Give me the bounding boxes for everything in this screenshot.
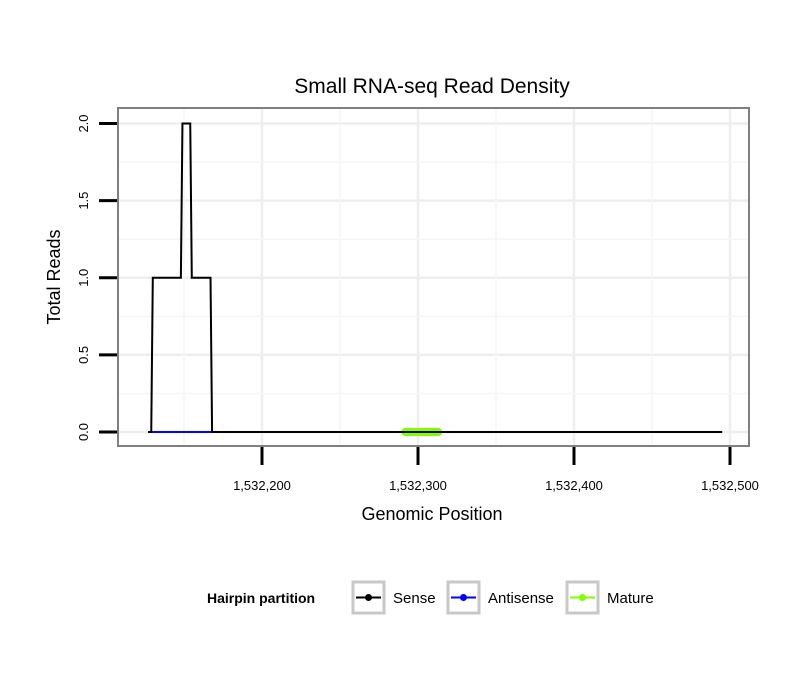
y-tick-label: 1.0 xyxy=(76,269,91,287)
legend-label-sense: Sense xyxy=(393,590,436,607)
y-tick-label: 1.5 xyxy=(76,192,91,210)
legend-label-antisense: Antisense xyxy=(488,590,554,607)
series-sense-line xyxy=(148,122,723,433)
y-tick-label: 2.0 xyxy=(76,114,91,132)
legend-key-sense-dot xyxy=(365,594,372,601)
legend-label-mature: Mature xyxy=(607,590,654,607)
series-group xyxy=(148,122,723,436)
x-tick-label: 1,532,400 xyxy=(545,478,603,493)
x-tick-label: 1,532,200 xyxy=(233,478,291,493)
y-tick-label: 0.0 xyxy=(76,423,91,441)
legend-entry-sense: Sense xyxy=(351,580,436,615)
legend-key-antisense-dot xyxy=(460,594,467,601)
y-axis-label: Total Reads xyxy=(44,229,64,324)
legend-entry-mature: Mature xyxy=(565,580,654,615)
legend-title: Hairpin partition xyxy=(207,590,315,606)
y-tick-label: 0.5 xyxy=(76,346,91,364)
x-tick-label: 1,532,500 xyxy=(701,478,759,493)
plot-panel-border xyxy=(117,107,750,447)
legend-entry-antisense: Antisense xyxy=(446,580,554,615)
x-tick-label: 1,532,300 xyxy=(389,478,447,493)
legend: Hairpin partition Sense Antisense Mature xyxy=(207,580,654,615)
chart-title: Small RNA-seq Read Density xyxy=(294,75,570,98)
x-axis-label: Genomic Position xyxy=(361,504,502,524)
axes: 0.0 0.5 1.0 1.5 2.0 1,532,200 1,532,300 1,532,4… xyxy=(76,114,759,493)
legend-key-mature-dot xyxy=(579,594,586,601)
grid xyxy=(118,108,749,446)
